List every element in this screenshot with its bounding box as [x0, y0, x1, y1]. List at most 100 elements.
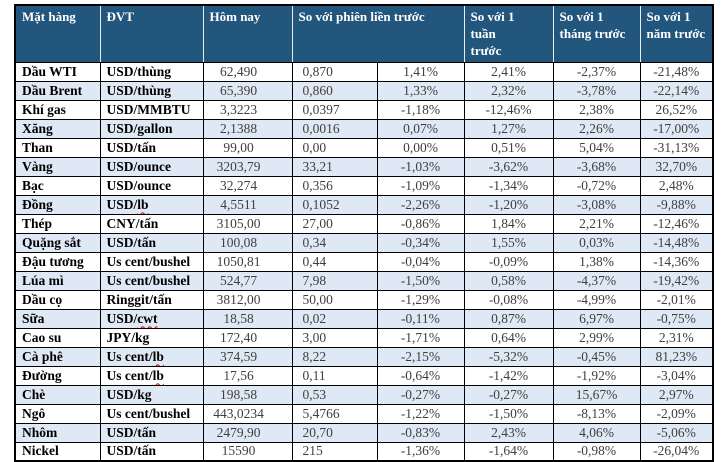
- commodity-name-cell: Cao su: [14, 327, 101, 348]
- week-pct-cell: 2,43%: [463, 422, 554, 443]
- commodity-name-cell: Cà phê: [14, 346, 101, 367]
- month-pct-cell: -4,99%: [552, 289, 641, 310]
- commodity-name-cell: Than: [14, 137, 101, 158]
- commodity-name-cell: Dầu WTI: [14, 61, 101, 82]
- change-value-cell: 0,356: [291, 175, 378, 196]
- month-pct-cell: -0,72%: [552, 175, 641, 196]
- change-pct-cell: -2,15%: [376, 346, 465, 367]
- table-row: Vàng USD/ounce 3203,79 33,21 -1,03% -3,62% -3,…: [14, 156, 714, 177]
- commodity-price-table-container: Mặt hàng ĐVT Hôm nay So với phiên liền t…: [14, 3, 714, 462]
- month-pct-cell: -4,37%: [552, 270, 641, 291]
- spellcheck-underline: lb: [152, 367, 164, 383]
- unit-cell: USD/tấn: [99, 232, 204, 253]
- change-value-cell: 0,0397: [291, 99, 378, 120]
- header-vs-prev-session: So với phiên liền trước: [291, 3, 465, 63]
- year-pct-cell: -19,42%: [639, 270, 714, 291]
- today-value-cell: 172,40: [202, 327, 293, 348]
- year-pct-cell: -12,46%: [639, 213, 714, 234]
- table-row: Dầu WTI USD/thùng 62,490 0,870 1,41% 2,41% -2,…: [14, 61, 714, 82]
- spellcheck-underline: cwt: [137, 310, 158, 326]
- today-value-cell: 3812,00: [202, 289, 293, 310]
- table-row: Cao su JPY/kg 172,40 3,00 -1,71% 0,64% 2,99% 2,…: [14, 327, 714, 348]
- week-pct-cell: -12,46%: [463, 99, 554, 120]
- year-pct-cell: -21,48%: [639, 61, 714, 82]
- change-pct-cell: -1,50%: [376, 270, 465, 291]
- change-value-cell: 3,00: [291, 327, 378, 348]
- commodity-name-cell: Thép: [14, 213, 101, 234]
- unit-cell: USD/tấn: [99, 422, 204, 443]
- table-row: Nickel USD/tấn 15590 215 -1,36% -1,64% -0,98% -…: [14, 441, 714, 462]
- change-value-cell: 0,44: [291, 251, 378, 272]
- change-pct-cell: -0,27%: [376, 384, 465, 405]
- month-pct-cell: 2,26%: [552, 118, 641, 139]
- year-pct-cell: -9,88%: [639, 194, 714, 215]
- header-row: Mặt hàng ĐVT Hôm nay So với phiên liền t…: [14, 3, 714, 63]
- week-pct-cell: -1,50%: [463, 403, 554, 424]
- today-value-cell: 1050,81: [202, 251, 293, 272]
- change-value-cell: 50,00: [291, 289, 378, 310]
- week-pct-cell: -0,08%: [463, 289, 554, 310]
- unit-cell: USD/thùng: [99, 80, 204, 101]
- table-row: Lúa mì Us cent/bushel 524,77 7,98 -1,50% 0,58…: [14, 270, 714, 291]
- commodity-name-cell: Xăng: [14, 118, 101, 139]
- unit-cell: CNY/tấn: [99, 213, 204, 234]
- table-row: Dầu cọ Ringgit/tấn 3812,00 50,00 -1,29% -0,08…: [14, 289, 714, 310]
- unit-cell: Us cent/lb: [99, 365, 204, 386]
- today-value-cell: 3203,79: [202, 156, 293, 177]
- year-pct-cell: -22,14%: [639, 80, 714, 101]
- year-pct-cell: 26,52%: [639, 99, 714, 120]
- unit-cell: USD/thùng: [99, 61, 204, 82]
- spellcheck-underline: lb: [137, 196, 149, 212]
- week-pct-cell: -1,64%: [463, 441, 554, 462]
- change-pct-cell: -1,71%: [376, 327, 465, 348]
- change-value-cell: 0,11: [291, 365, 378, 386]
- header-commodity: Mặt hàng: [14, 3, 101, 63]
- month-pct-cell: 2,21%: [552, 213, 641, 234]
- table-row: Sữa USD/cwt 18,58 0,02 -0,11% 0,87% 6,97% -0,75…: [14, 308, 714, 329]
- today-value-cell: 18,58: [202, 308, 293, 329]
- month-pct-cell: 15,67%: [552, 384, 641, 405]
- change-pct-cell: -1,29%: [376, 289, 465, 310]
- commodity-name-cell: Chè: [14, 384, 101, 405]
- month-pct-cell: -2,37%: [552, 61, 641, 82]
- today-value-cell: 62,490: [202, 61, 293, 82]
- month-pct-cell: 5,04%: [552, 137, 641, 158]
- unit-cell: USD/lb: [99, 194, 204, 215]
- header-today: Hôm nay: [202, 3, 293, 63]
- commodity-name-cell: Nhôm: [14, 422, 101, 443]
- year-pct-cell: -14,48%: [639, 232, 714, 253]
- year-pct-cell: -31,13%: [639, 137, 714, 158]
- change-value-cell: 0,00: [291, 137, 378, 158]
- unit-cell: Us cent/lb: [99, 346, 204, 367]
- week-pct-cell: -1,34%: [463, 175, 554, 196]
- commodity-name-cell: Vàng: [14, 156, 101, 177]
- commodity-name-cell: Đậu tương: [14, 251, 101, 272]
- today-value-cell: 17,56: [202, 365, 293, 386]
- change-pct-cell: -1,03%: [376, 156, 465, 177]
- commodity-name-cell: Đường: [14, 365, 101, 386]
- today-value-cell: 524,77: [202, 270, 293, 291]
- change-pct-cell: -1,18%: [376, 99, 465, 120]
- today-value-cell: 4,5511: [202, 194, 293, 215]
- commodity-name-cell: Dầu Brent: [14, 80, 101, 101]
- month-pct-cell: -3,68%: [552, 156, 641, 177]
- table-row: Quặng sắt USD/tấn 100,08 0,34 -0,34% 1,55% 0,0…: [14, 232, 714, 253]
- table-row: Cà phê Us cent/lb 374,59 8,22 -2,15% -5,32% -0…: [14, 346, 714, 367]
- table-row: Bạc USD/ounce 32,274 0,356 -1,09% -1,34% -0,72…: [14, 175, 714, 196]
- change-value-cell: 33,21: [291, 156, 378, 177]
- today-value-cell: 2,1388: [202, 118, 293, 139]
- today-value-cell: 15590: [202, 441, 293, 462]
- header-vs-1-week: So với 1 tuần trước: [463, 3, 554, 63]
- commodity-name-cell: Quặng sắt: [14, 232, 101, 253]
- change-pct-cell: 1,41%: [376, 61, 465, 82]
- unit-cell: Us cent/bushel: [99, 251, 204, 272]
- change-pct-cell: -0,64%: [376, 365, 465, 386]
- today-value-cell: 2479,90: [202, 422, 293, 443]
- month-pct-cell: 0,03%: [552, 232, 641, 253]
- week-pct-cell: 1,55%: [463, 232, 554, 253]
- unit-cell: Us cent/bushel: [99, 270, 204, 291]
- today-value-cell: 65,390: [202, 80, 293, 101]
- table-row: Ngô Us cent/bushel 443,0234 5,4766 -1,22% -1,…: [14, 403, 714, 424]
- unit-cell: USD/kg: [99, 384, 204, 405]
- change-value-cell: 7,98: [291, 270, 378, 291]
